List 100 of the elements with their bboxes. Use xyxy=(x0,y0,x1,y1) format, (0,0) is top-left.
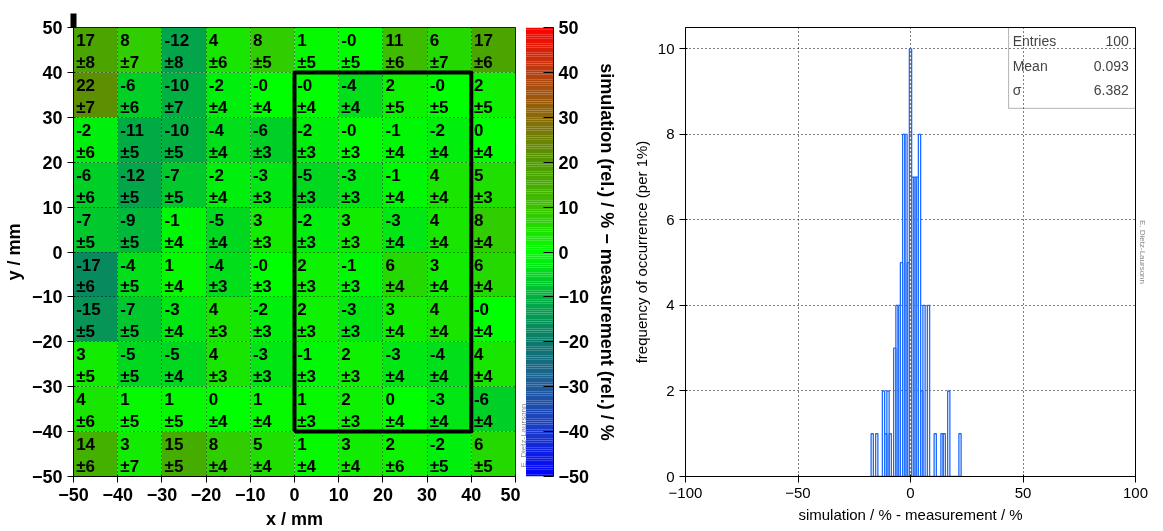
data-label: 14 ±6 xyxy=(76,435,96,477)
data-label: -3 ±4 xyxy=(164,300,184,342)
color-bar-label: −10 xyxy=(558,287,590,308)
data-label: -1 ±4 xyxy=(385,165,405,207)
data-label: -5 ±5 xyxy=(120,345,140,387)
data-label: -0 ±5 xyxy=(429,75,449,117)
data-label: -4 ±4 xyxy=(208,120,229,162)
data-label: -0 ±4 xyxy=(252,75,273,117)
data-label: 8 ±5 xyxy=(252,31,272,72)
color-bar-label: 40 xyxy=(558,62,579,83)
data-label: 0 ±4 xyxy=(208,390,229,432)
y-tick-label: 30 xyxy=(42,107,63,128)
color-bar-label: 0 xyxy=(558,242,569,263)
data-label: 2 ±3 xyxy=(341,345,361,387)
data-label: 1 ±4 xyxy=(164,255,184,297)
data-label: 1 ±5 xyxy=(297,31,316,72)
data-label: -2 ±5 xyxy=(429,435,449,477)
data-label: 22 ±7 xyxy=(76,75,96,117)
x-tick-label: −50 xyxy=(58,484,89,505)
data-label: -4 ±4 xyxy=(429,345,450,387)
data-label: 2 ±3 xyxy=(297,300,316,342)
data-label: 6 ±4 xyxy=(473,255,494,297)
x-tick-label: 50 xyxy=(500,484,521,505)
data-label: 4 ±4 xyxy=(429,165,450,207)
x-tick-label: 50 xyxy=(1014,483,1032,501)
data-label: 4 ±3 xyxy=(208,345,228,387)
color-bar-label: 50 xyxy=(558,18,579,38)
data-label: -3 ±4 xyxy=(385,345,405,387)
data-label: 4 ±6 xyxy=(76,390,95,432)
data-label: -3 ±3 xyxy=(252,345,272,387)
data-label: -2 ±4 xyxy=(208,165,229,207)
data-label: 0 ±4 xyxy=(473,120,494,162)
data-label: -0 ±4 xyxy=(297,75,317,117)
data-label: -6 ±3 xyxy=(252,120,272,162)
data-label: -17 ±6 xyxy=(76,255,101,297)
y-tick-label: 8 xyxy=(666,125,675,143)
y-axis-title: y / mm xyxy=(3,223,24,281)
data-label: -2 ±4 xyxy=(429,120,450,162)
data-label: 6 ±7 xyxy=(429,31,449,72)
data-label: -7 ±5 xyxy=(120,300,140,342)
x-tick-label: −50 xyxy=(785,483,811,501)
text: Mean 0.093 xyxy=(1012,57,1129,74)
y-tick-label: 0 xyxy=(52,242,63,263)
data-label: -4 ±5 xyxy=(120,255,140,297)
text: E. Dietz-Laursonn xyxy=(1137,219,1147,285)
data-label: -0 ±3 xyxy=(341,120,361,162)
data-label: 4 ±4 xyxy=(473,345,494,387)
data-label: 15 ±5 xyxy=(164,435,184,477)
data-label: -0 ±4 xyxy=(473,300,494,342)
data-label: 0 ±4 xyxy=(385,390,405,432)
data-label: 1 ±4 xyxy=(252,390,273,432)
y-tick-label: 0 xyxy=(666,467,675,485)
data-label: 6 ±5 xyxy=(473,435,493,477)
x-tick-label: 10 xyxy=(328,484,349,505)
color-bar-label: −50 xyxy=(558,467,590,487)
y-tick-label: −40 xyxy=(31,422,63,443)
data-label: -2 ±3 xyxy=(252,300,272,342)
y-tick-label: −30 xyxy=(31,377,63,398)
x-tick-label: −10 xyxy=(235,484,266,505)
text: E. Dietz-Laursonn xyxy=(518,403,528,468)
data-label: 3 ±3 xyxy=(341,210,361,252)
color-bar-label: 20 xyxy=(558,152,579,173)
data-label: -1 ±3 xyxy=(341,255,361,297)
x-tick-label: 0 xyxy=(906,483,915,501)
x-tick-label: 0 xyxy=(289,484,300,505)
text: Entries 100 xyxy=(1012,32,1129,49)
data-label: 3 ±5 xyxy=(76,345,95,387)
data-label: 2 ±6 xyxy=(385,435,405,477)
y-tick-label: 50 xyxy=(42,18,63,38)
y-tick-label: 4 xyxy=(666,296,675,314)
data-label: 4 ±4 xyxy=(429,300,450,342)
x-axis-title: simulation / % - measurement / % xyxy=(798,505,1023,523)
data-label: -5 ±3 xyxy=(297,165,316,207)
data-label: 1 ±5 xyxy=(164,390,184,432)
data-label: -6 ±4 xyxy=(473,390,494,432)
data-label: -2 ±4 xyxy=(208,75,229,117)
data-label: -2 ±3 xyxy=(297,210,316,252)
color-bar-label: 10 xyxy=(558,197,579,218)
data-label: 17 ±6 xyxy=(473,31,493,72)
data-label: 1 ±4 xyxy=(297,435,317,477)
data-label: 11 ±6 xyxy=(385,31,405,72)
x-tick-label: 100 xyxy=(1122,483,1149,501)
x-axis-title: x / mm xyxy=(265,508,324,529)
color-bar-label: 30 xyxy=(558,107,579,128)
x-tick-label: 30 xyxy=(417,484,438,505)
data-label: -0 ±5 xyxy=(341,31,361,72)
data-label: 3 ±3 xyxy=(252,210,272,252)
data-label: -3 ±3 xyxy=(341,165,361,207)
data-label: -7 ±5 xyxy=(76,210,95,252)
data-label: 1 ±5 xyxy=(120,390,140,432)
data-label: -1 ±3 xyxy=(297,345,316,387)
data-label: -3 ±3 xyxy=(341,300,361,342)
y-tick-label: 10 xyxy=(657,39,675,57)
text: σ 6.382 xyxy=(1012,82,1129,99)
data-label: 3 ±4 xyxy=(341,435,361,477)
data-label: -12 ±5 xyxy=(120,165,145,207)
data-label: -1 ±4 xyxy=(385,120,405,162)
data-label: 2 ±5 xyxy=(385,75,405,117)
y-axis-title: frequency of occurrence (per 1%) xyxy=(632,140,650,364)
color-bar-label: −20 xyxy=(558,332,590,353)
